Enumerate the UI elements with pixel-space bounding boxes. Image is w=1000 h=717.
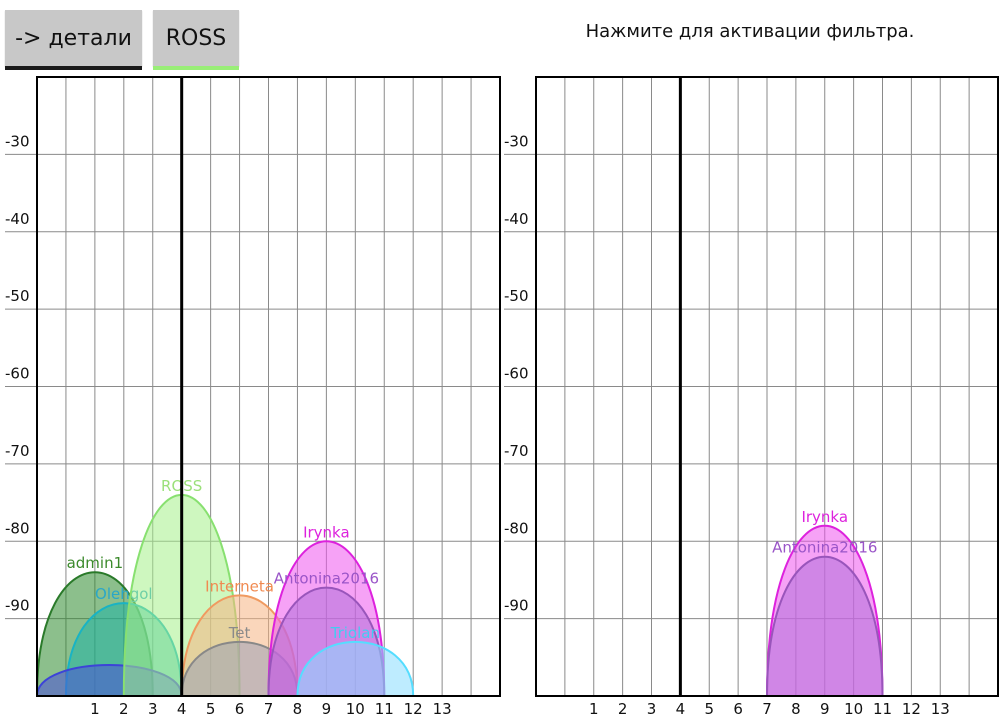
x-tick-label: 6 (235, 700, 245, 717)
x-tick-label: 3 (647, 700, 657, 717)
network-label: Tet (228, 624, 251, 642)
y-tick-label: -90 (5, 597, 30, 615)
x-tick-label: 9 (322, 700, 332, 717)
x-tick-label: 8 (791, 700, 801, 717)
x-tick-label: 7 (264, 700, 274, 717)
x-tick-label: 12 (902, 700, 921, 717)
y-tick-label: -40 (504, 210, 529, 228)
channel-graph-2[interactable]: -30 -40 -50 -60 -70 -80 -90 Irynka Antonina2016 1… (504, 76, 999, 717)
x-tick-label: 1 (90, 700, 100, 717)
x-tick-label: 6 (733, 700, 743, 717)
network-label: Triolan (330, 624, 380, 642)
ross-button-underline (153, 66, 239, 70)
y-tick-label: -50 (504, 287, 529, 305)
network-label: Antonina2016 (772, 539, 877, 557)
network-label: admin1 (67, 554, 124, 572)
network-label: Irynka (801, 508, 848, 526)
x-tick-label: 9 (820, 700, 830, 717)
x-tick-label: 2 (119, 700, 129, 717)
x-tick-label: 5 (704, 700, 714, 717)
x-tick-label: 11 (873, 700, 892, 717)
x-tick-label: 12 (404, 700, 423, 717)
y-tick-label: -90 (504, 597, 529, 615)
network-label: Antonina2016 (274, 570, 379, 588)
y-tick-label: -80 (504, 519, 529, 537)
y-tick-label: -30 (5, 132, 30, 150)
network-curve-triolan[interactable] (296, 641, 415, 697)
y-tick-label: -40 (5, 210, 30, 228)
x-tick-label: 2 (618, 700, 628, 717)
y-tick-label: -50 (5, 287, 30, 305)
x-tick-label: 8 (293, 700, 303, 717)
graph-frame (535, 76, 999, 697)
x-tick-label: 13 (433, 700, 452, 717)
x-tick-label: 4 (676, 700, 686, 717)
x-tick-label: 13 (931, 700, 950, 717)
x-tick-label: 7 (762, 700, 772, 717)
x-tick-label: 3 (148, 700, 158, 717)
ross-filter-button[interactable]: ROSS (153, 10, 239, 66)
x-tick-label: 4 (177, 700, 187, 717)
x-tick-label: 11 (375, 700, 394, 717)
y-tick-label: -80 (5, 519, 30, 537)
channel-graph-1[interactable]: -30-40-50-60-70-80-90admin1OlehgolROSSIn… (5, 76, 501, 717)
y-tick-label: -30 (504, 132, 529, 150)
x-tick-label: 1 (589, 700, 599, 717)
graph-frame (36, 76, 501, 697)
network-curve-antonina2016[interactable] (765, 555, 884, 697)
filter-hint-text: Нажмите для активации фильтра. (585, 21, 915, 42)
y-tick-label: -60 (504, 365, 529, 383)
y-tick-label: -60 (5, 365, 30, 383)
y-tick-label: -70 (5, 442, 30, 460)
details-button[interactable]: -> детали (5, 10, 142, 66)
y-tick-label: -70 (504, 442, 529, 460)
network-label: Irynka (303, 523, 350, 541)
network-label: Interneta (205, 577, 274, 595)
x-tick-label: 5 (206, 700, 216, 717)
x-tick-label: 10 (346, 700, 365, 717)
x-tick-label: 10 (844, 700, 863, 717)
details-button-underline (5, 66, 142, 70)
